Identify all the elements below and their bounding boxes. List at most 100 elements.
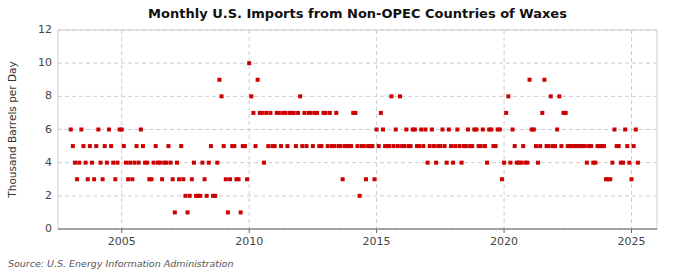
point (96, 128, 100, 132)
point (101, 177, 105, 181)
point (260, 111, 264, 115)
point (625, 144, 629, 148)
point (334, 111, 338, 115)
point (77, 161, 81, 165)
point (175, 161, 179, 165)
point (494, 144, 498, 148)
point (381, 128, 385, 132)
point (457, 144, 461, 148)
point (364, 177, 368, 181)
x-grid-line (631, 30, 632, 229)
point (277, 111, 281, 115)
y-grid-line (58, 30, 657, 31)
point (630, 177, 634, 181)
point (375, 128, 379, 132)
point (443, 144, 447, 148)
point (396, 144, 400, 148)
point (338, 144, 342, 148)
point (613, 128, 617, 132)
y-tick-label: 2 (45, 189, 52, 202)
x-tick (376, 229, 377, 233)
y-tick-label: 6 (45, 123, 52, 136)
point (192, 161, 196, 165)
y-tick-label: 12 (38, 23, 52, 36)
point (634, 128, 638, 132)
point (508, 161, 512, 165)
point (627, 161, 631, 165)
point (247, 61, 251, 65)
point (166, 144, 170, 148)
point (358, 194, 362, 198)
point (75, 177, 79, 181)
point (389, 94, 393, 98)
point (109, 144, 113, 148)
point (430, 128, 434, 132)
point (502, 161, 506, 165)
point (158, 161, 162, 165)
point (564, 111, 568, 115)
point (266, 144, 270, 148)
point (220, 94, 224, 98)
point (474, 128, 478, 132)
point (107, 128, 111, 132)
point (171, 177, 175, 181)
point (273, 144, 277, 148)
point (466, 128, 470, 132)
x-tick (121, 229, 122, 233)
point (547, 144, 551, 148)
point (177, 177, 181, 181)
point (239, 210, 243, 214)
point (483, 144, 487, 148)
point (183, 194, 187, 198)
point (481, 128, 485, 132)
x-tick (504, 229, 505, 233)
point (617, 144, 621, 148)
point (298, 94, 302, 98)
y-tick-label: 8 (45, 89, 52, 102)
plot-area (58, 30, 657, 229)
point (500, 177, 504, 181)
point (464, 144, 468, 148)
point (409, 144, 413, 148)
point (438, 144, 442, 148)
point (521, 144, 525, 148)
point (525, 161, 529, 165)
point (349, 144, 353, 148)
point (251, 111, 255, 115)
y-grid-line (58, 229, 657, 230)
point (139, 128, 143, 132)
points (69, 61, 640, 214)
point (489, 128, 493, 132)
point (519, 161, 523, 165)
grid (58, 30, 657, 229)
point (555, 128, 559, 132)
point (341, 177, 345, 181)
point (455, 128, 459, 132)
point (315, 111, 319, 115)
point (122, 144, 126, 148)
point (285, 144, 289, 148)
point (268, 111, 272, 115)
x-grid-line (249, 30, 250, 229)
point (245, 177, 249, 181)
point (84, 161, 88, 165)
point (69, 128, 73, 132)
point (353, 111, 357, 115)
point (188, 194, 192, 198)
point (460, 161, 464, 165)
point (137, 161, 141, 165)
point (79, 128, 83, 132)
point (232, 144, 236, 148)
point (534, 144, 538, 148)
point (447, 128, 451, 132)
point (262, 161, 266, 165)
point (632, 144, 636, 148)
point (305, 144, 309, 148)
point (370, 144, 374, 148)
point (504, 111, 508, 115)
point (332, 144, 336, 148)
point (164, 161, 168, 165)
point (154, 144, 158, 148)
point (103, 144, 107, 148)
point (90, 161, 94, 165)
